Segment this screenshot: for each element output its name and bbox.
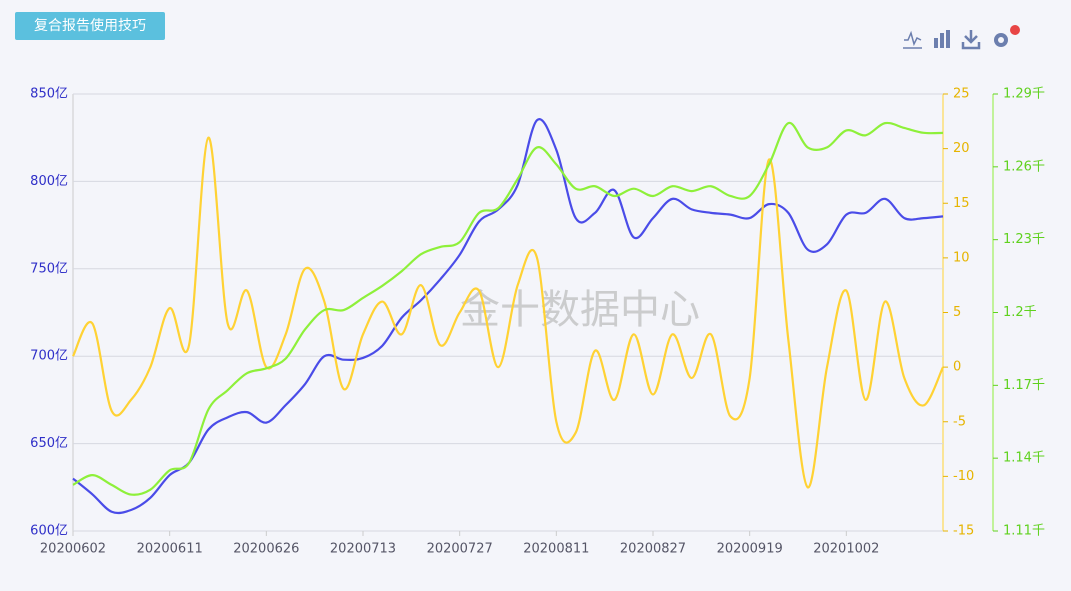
y-tick-label: 650亿 — [30, 436, 68, 451]
notification-dot — [1010, 25, 1020, 35]
bar-icon[interactable] — [934, 38, 938, 48]
x-tick-label: 20200827 — [620, 542, 686, 557]
y-tick-label: 750亿 — [30, 261, 68, 276]
y-tick-label: 850亿 — [30, 87, 68, 102]
x-tick-label: 20200611 — [137, 542, 203, 557]
x-tick-label: 20200713 — [330, 542, 396, 557]
y2-tick-label: 15 — [953, 196, 970, 211]
y2-tick-label: 10 — [953, 250, 970, 265]
y3-tick-label: 1.23千 — [1003, 232, 1045, 247]
y3-tick-label: 1.14千 — [1003, 451, 1045, 466]
y-tick-label: 700亿 — [30, 349, 68, 364]
y2-tick-label: -5 — [953, 414, 966, 429]
bar-icon-part — [940, 33, 944, 48]
x-tick-label: 20200626 — [233, 542, 299, 557]
y3-tick-label: 1.17千 — [1003, 378, 1045, 393]
series-line — [72, 121, 944, 496]
line-icon[interactable] — [904, 30, 922, 47]
y2-tick-label: -10 — [953, 469, 974, 484]
series-line — [72, 136, 944, 489]
x-tick-label: 20200727 — [427, 542, 493, 557]
y3-tick-label: 1.26千 — [1003, 159, 1045, 174]
y2-tick-label: -15 — [953, 524, 974, 539]
series-line — [72, 118, 944, 515]
y3-tick-label: 1.2千 — [1003, 305, 1037, 320]
download-icon[interactable] — [961, 30, 981, 50]
toolbar — [903, 30, 1008, 50]
y-tick-label: 600亿 — [30, 524, 68, 539]
watermark: 金十数据中心 — [460, 287, 700, 333]
x-tick-label: 20200919 — [717, 542, 783, 557]
y2-tick-label: 25 — [953, 87, 970, 102]
tips-button-label: 复合报告使用技巧 — [34, 17, 146, 34]
bar-icon-part — [946, 30, 950, 48]
y2-tick-label: 20 — [953, 141, 970, 156]
y2-tick-label: 0 — [953, 360, 961, 375]
y3-tick-label: 1.29千 — [1003, 87, 1045, 102]
tips-button[interactable] — [15, 12, 165, 40]
y3-tick-label: 1.11千 — [1003, 524, 1045, 539]
x-tick-label: 20200811 — [523, 542, 589, 557]
y2-tick-label: 5 — [953, 305, 961, 320]
y-tick-label: 800亿 — [30, 174, 68, 189]
x-tick-label: 20201002 — [813, 542, 879, 557]
settings-icon-hole — [998, 37, 1004, 43]
x-tick-label: 20200602 — [40, 542, 106, 557]
